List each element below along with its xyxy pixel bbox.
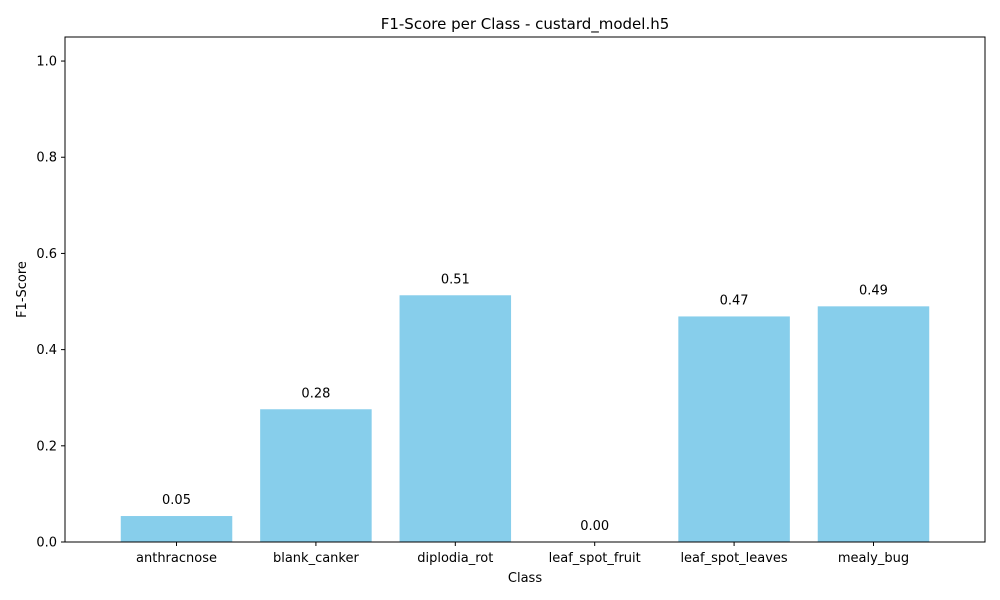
x-tick-label: leaf_spot_fruit bbox=[549, 551, 641, 566]
bar-anthracnose bbox=[120, 516, 233, 542]
axes-frame bbox=[64, 36, 986, 543]
bar-value-labels: 0.05 0.28 0.51 0.00 0.47 0.49 bbox=[162, 272, 888, 534]
bar-value-label: 0.05 bbox=[162, 493, 191, 508]
x-axis-label: Class bbox=[508, 571, 542, 586]
bar-mealy-bug bbox=[817, 306, 930, 542]
x-tick-label: diplodia_rot bbox=[417, 551, 493, 566]
x-tick-label: leaf_spot_leaves bbox=[680, 551, 787, 566]
bar-leaf-spot-leaves bbox=[678, 316, 790, 542]
plot-area: 0.05 0.28 0.51 0.00 0.47 0.49 0.0 0.2 0.4 0.6 0.8… bbox=[36, 36, 986, 566]
y-tick-label: 0.8 bbox=[36, 151, 57, 166]
chart-title: F1-Score per Class - custard_model.h5 bbox=[381, 15, 670, 34]
y-tick-label: 0.2 bbox=[36, 439, 57, 454]
y-tick-label: 1.0 bbox=[36, 55, 57, 70]
bar-value-label: 0.47 bbox=[720, 293, 749, 308]
x-tick-label: mealy_bug bbox=[838, 551, 909, 566]
x-tick-label: blank_canker bbox=[273, 551, 360, 566]
y-tick-label: 0.0 bbox=[36, 536, 57, 551]
bar-value-label: 0.49 bbox=[859, 283, 888, 298]
bar-value-label: 0.51 bbox=[441, 272, 470, 287]
y-tick-label: 0.6 bbox=[36, 247, 57, 262]
x-tick-label: anthracnose bbox=[136, 551, 217, 566]
x-axis-ticks: anthracnose blank_canker diplodia_rot leaf_… bbox=[136, 542, 909, 566]
bar-value-label: 0.00 bbox=[580, 519, 609, 534]
bar-value-label: 0.28 bbox=[301, 386, 330, 401]
y-tick-label: 0.4 bbox=[36, 343, 57, 358]
bars-group bbox=[120, 295, 930, 542]
bar-diplodia-rot bbox=[399, 295, 512, 542]
bar-blank-canker bbox=[260, 409, 372, 542]
y-axis-ticks: 0.0 0.2 0.4 0.6 0.8 1.0 bbox=[36, 55, 65, 551]
y-axis-label: F1-Score bbox=[15, 261, 30, 318]
